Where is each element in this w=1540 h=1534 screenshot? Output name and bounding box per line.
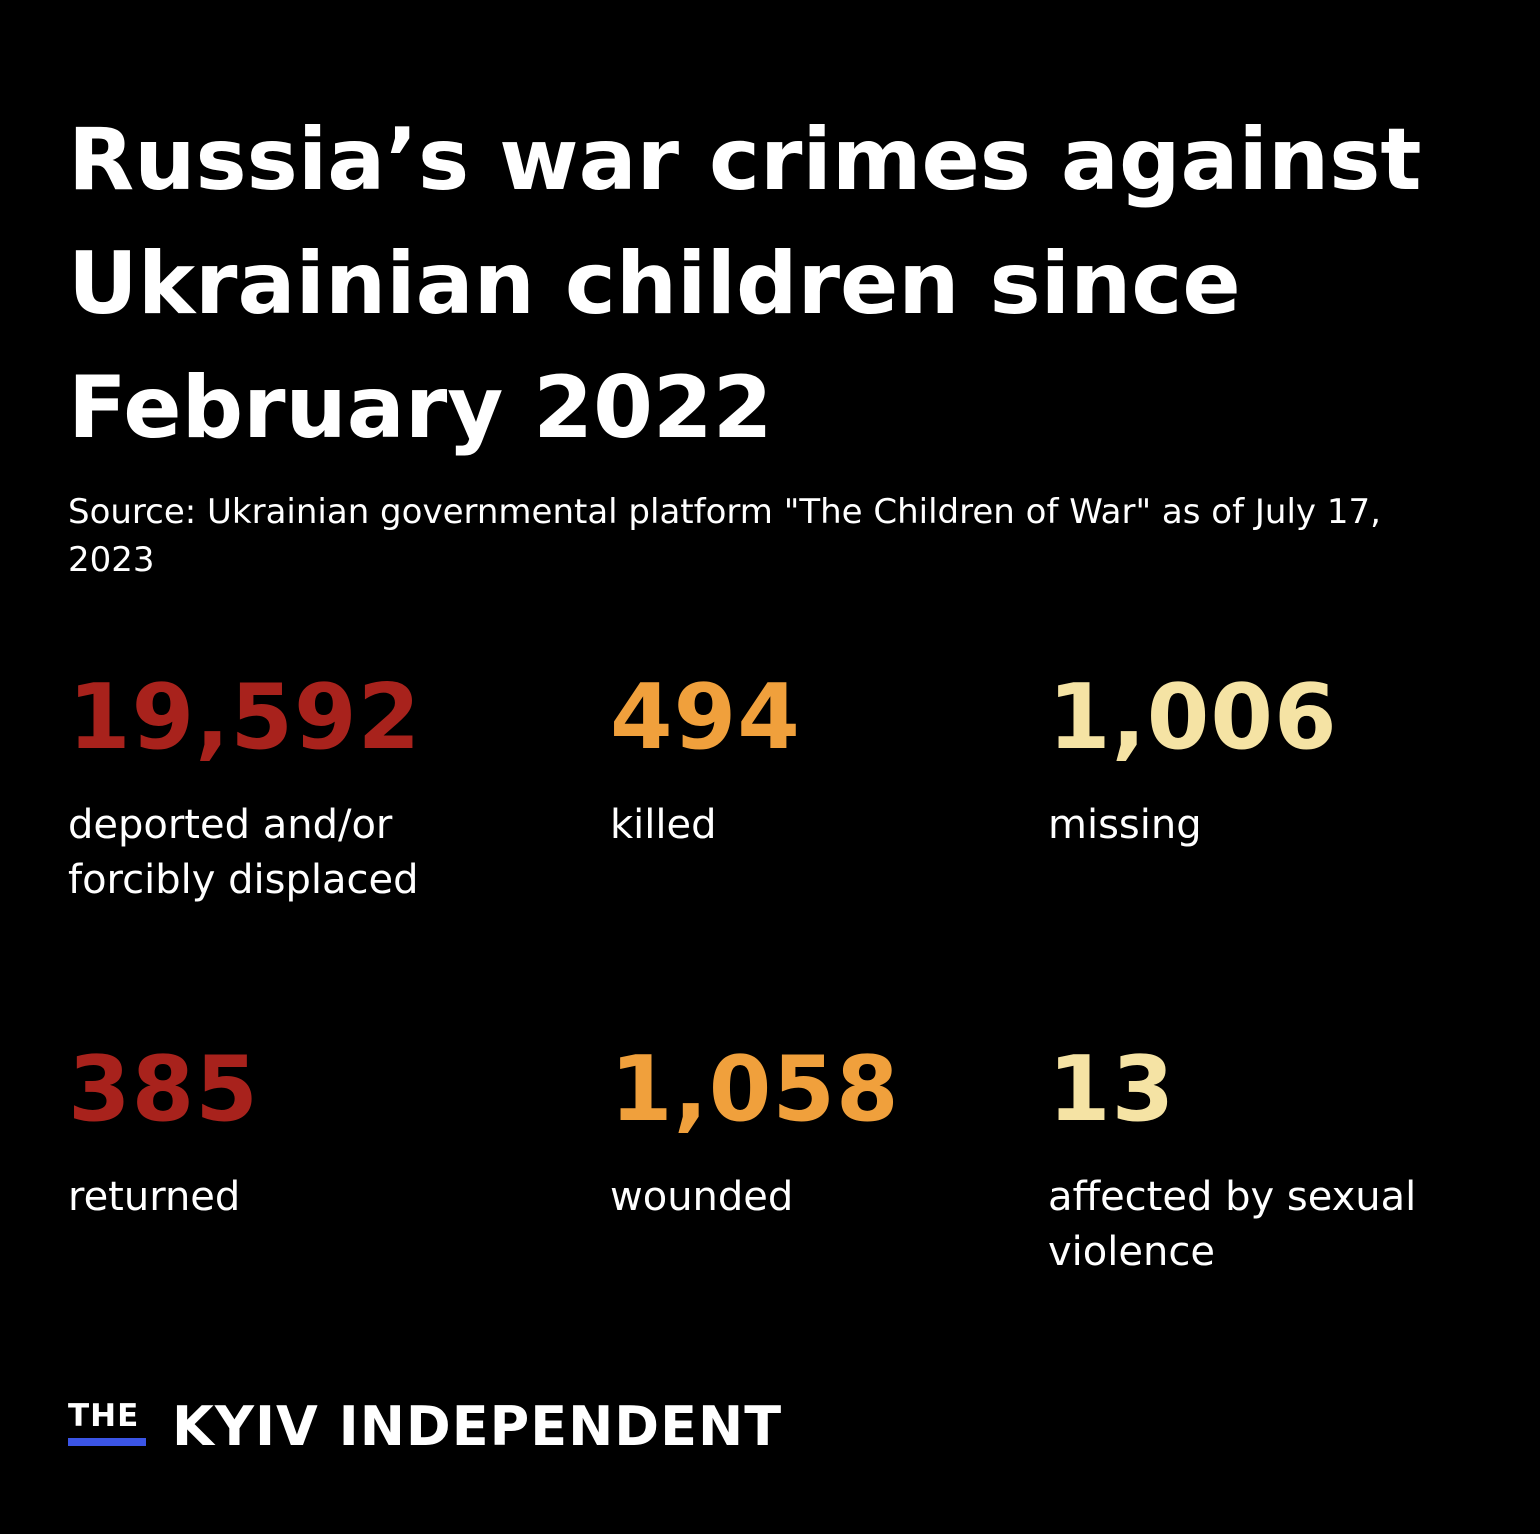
source-note: Source: Ukrainian governmental platform … (68, 492, 1381, 580)
kyiv-independent-logo: THE KYIV INDEPENDENT (68, 1396, 968, 1466)
title: Russia’s war crimes against Ukrainian ch… (68, 110, 1422, 458)
logo-underline-bar (68, 1438, 146, 1446)
stat-label: returned (68, 1174, 241, 1220)
stat-wounded: 1,058 wounded (610, 1040, 1040, 1225)
stat-missing: 1,006 missing (1048, 668, 1478, 853)
stat-returned: 385 returned (68, 1040, 498, 1225)
stat-value: 1,058 (610, 1037, 900, 1142)
stat-label: killed (610, 802, 717, 848)
stat-value: 385 (68, 1037, 259, 1142)
stat-label: deported and/or forcibly displaced (68, 802, 419, 903)
stat-label: affected by sexual violence (1048, 1174, 1417, 1275)
stat-value: 19,592 (68, 665, 422, 770)
logo-name: KYIV INDEPENDENT (172, 1395, 783, 1458)
stat-killed: 494 killed (610, 668, 1040, 853)
stat-value: 494 (610, 665, 801, 770)
stat-value: 1,006 (1048, 665, 1338, 770)
stat-label: missing (1048, 802, 1202, 848)
stat-sexual-violence: 13 affected by sexual violence (1048, 1040, 1478, 1280)
stat-label: wounded (610, 1174, 794, 1220)
stat-deported: 19,592 deported and/or forcibly displace… (68, 668, 498, 908)
logo-the: THE (68, 1398, 140, 1434)
stat-value: 13 (1048, 1037, 1176, 1142)
